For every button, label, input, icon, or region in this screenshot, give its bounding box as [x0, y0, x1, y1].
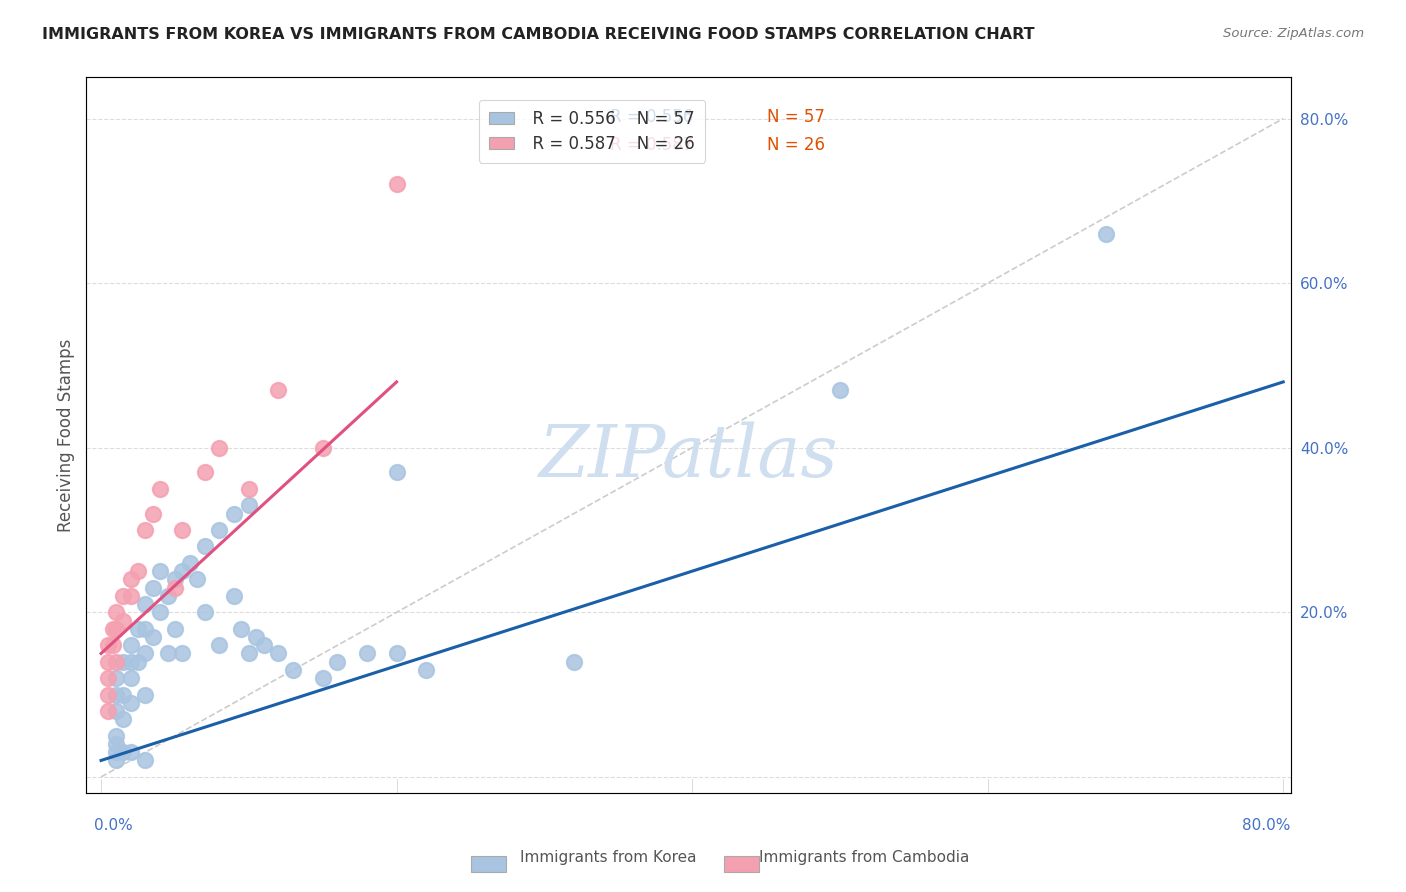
Point: [163, 622, 186, 636]
Point: [112, 712, 135, 726]
Point: [356, 647, 378, 661]
Point: [385, 647, 408, 661]
Point: [104, 688, 127, 702]
Point: [97, 655, 120, 669]
Point: [283, 663, 305, 677]
Point: [186, 573, 208, 587]
Point: [267, 647, 290, 661]
Point: [245, 630, 267, 644]
Point: [828, 383, 851, 397]
Point: [97, 688, 120, 702]
Point: [172, 564, 194, 578]
Point: [104, 605, 127, 619]
Point: [142, 581, 165, 595]
Point: [120, 638, 142, 652]
Point: [104, 737, 127, 751]
Point: [127, 622, 149, 636]
Point: [134, 688, 156, 702]
Point: [112, 745, 135, 759]
Text: R = 0.556: R = 0.556: [610, 108, 693, 126]
Point: [562, 655, 585, 669]
Point: [101, 638, 124, 652]
Point: [193, 605, 215, 619]
Point: [101, 622, 124, 636]
Point: [208, 441, 231, 455]
Text: ZIPatlas: ZIPatlas: [538, 422, 838, 492]
Point: [179, 556, 201, 570]
Legend:   R = 0.556    N = 57,   R = 0.587    N = 26: R = 0.556 N = 57, R = 0.587 N = 26: [479, 100, 706, 162]
Point: [104, 754, 127, 768]
Point: [238, 499, 260, 513]
Point: [104, 622, 127, 636]
Point: [120, 696, 142, 710]
Point: [97, 671, 120, 685]
Point: [134, 647, 156, 661]
Point: [238, 647, 260, 661]
Point: [120, 655, 142, 669]
Point: [193, 466, 215, 480]
Point: [112, 688, 135, 702]
Point: [172, 523, 194, 537]
Point: [120, 589, 142, 603]
Point: [120, 573, 142, 587]
Point: [104, 704, 127, 718]
Point: [97, 704, 120, 718]
Point: [112, 589, 135, 603]
Text: Source: ZipAtlas.com: Source: ZipAtlas.com: [1223, 27, 1364, 40]
Point: [222, 589, 245, 603]
Y-axis label: Receiving Food Stamps: Receiving Food Stamps: [58, 339, 75, 533]
Point: [415, 663, 437, 677]
Point: [385, 466, 408, 480]
Point: [127, 655, 149, 669]
Text: R = 0.587: R = 0.587: [610, 136, 693, 154]
Point: [120, 671, 142, 685]
Point: [134, 523, 156, 537]
Point: [267, 383, 290, 397]
Text: Immigrants from Cambodia: Immigrants from Cambodia: [759, 850, 970, 865]
Point: [104, 729, 127, 743]
Point: [112, 655, 135, 669]
Point: [104, 745, 127, 759]
Point: [97, 638, 120, 652]
Point: [134, 754, 156, 768]
Point: [127, 564, 149, 578]
Point: [326, 655, 349, 669]
Point: [193, 540, 215, 554]
Point: [1095, 227, 1118, 241]
Point: [172, 647, 194, 661]
Text: Immigrants from Korea: Immigrants from Korea: [520, 850, 697, 865]
Point: [112, 614, 135, 628]
Point: [252, 638, 274, 652]
Point: [149, 482, 172, 496]
Point: [163, 581, 186, 595]
Point: [134, 597, 156, 611]
Point: [208, 638, 231, 652]
Point: [142, 507, 165, 521]
Point: [208, 523, 231, 537]
Point: [149, 605, 172, 619]
Point: [104, 671, 127, 685]
Point: [163, 573, 186, 587]
Text: 80.0%: 80.0%: [1243, 819, 1291, 833]
Point: [385, 178, 408, 192]
Point: [120, 745, 142, 759]
Text: N = 26: N = 26: [766, 136, 825, 154]
Point: [156, 589, 179, 603]
Text: IMMIGRANTS FROM KOREA VS IMMIGRANTS FROM CAMBODIA RECEIVING FOOD STAMPS CORRELAT: IMMIGRANTS FROM KOREA VS IMMIGRANTS FROM…: [42, 27, 1035, 42]
Point: [238, 482, 260, 496]
Text: 0.0%: 0.0%: [94, 819, 132, 833]
Point: [222, 507, 245, 521]
Point: [142, 630, 165, 644]
Text: N = 57: N = 57: [766, 108, 824, 126]
Point: [312, 441, 335, 455]
Point: [312, 671, 335, 685]
Point: [231, 622, 253, 636]
Point: [104, 655, 127, 669]
Point: [156, 647, 179, 661]
Point: [134, 622, 156, 636]
Point: [149, 564, 172, 578]
